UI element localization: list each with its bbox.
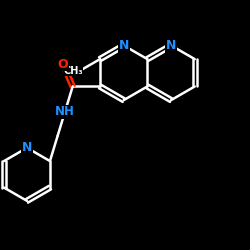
Text: NH: NH: [55, 105, 75, 118]
Text: N: N: [166, 39, 176, 52]
Text: N: N: [118, 39, 129, 52]
Text: CH₃: CH₃: [63, 66, 83, 76]
Text: O: O: [58, 58, 68, 70]
Text: N: N: [22, 141, 32, 154]
